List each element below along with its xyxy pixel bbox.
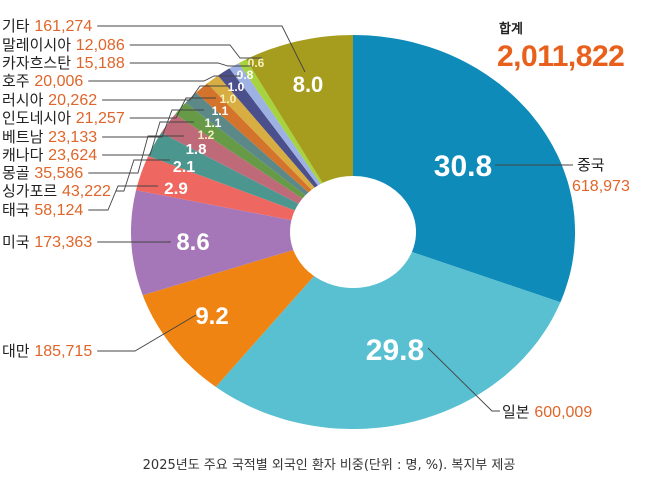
- legend-label-6: 몽골 35,586: [2, 164, 83, 182]
- slice-3: [131, 190, 294, 296]
- country-count: 43,222: [62, 183, 111, 200]
- country-count: 35,586: [34, 165, 83, 182]
- country-name: 중국: [577, 156, 605, 174]
- country-count: 20,006: [34, 73, 83, 90]
- country-count: 600,009: [534, 404, 592, 421]
- leader-line: [88, 75, 240, 82]
- country-count: 23,133: [48, 129, 97, 146]
- slice-9: [196, 83, 312, 193]
- country-name: 미국 173,363: [2, 233, 92, 251]
- legend-label-11: 호주 20,006: [2, 72, 83, 90]
- slice-5: [148, 132, 299, 211]
- country-count: 185,715: [34, 343, 92, 360]
- total-value: 2,011,822: [497, 40, 625, 73]
- country-name: 몽골 35,586: [2, 164, 83, 182]
- leader-line: [115, 159, 170, 192]
- leader-line: [102, 121, 194, 156]
- country-name: 태국 58,124: [2, 201, 83, 219]
- slice-14: [246, 35, 353, 183]
- country-name: 일본 600,009: [502, 403, 592, 421]
- slice-value-label: 1.0: [220, 92, 237, 106]
- leader-line: [102, 109, 204, 138]
- country-name: 러시아 20,262: [2, 91, 97, 109]
- legend-label-3: 미국 173,363: [2, 233, 92, 251]
- country-count: 12,086: [76, 37, 125, 54]
- slice-value-label: 1.8: [186, 141, 207, 158]
- slice-value-label: 2.9: [164, 179, 188, 198]
- slice-value-label: 0.6: [248, 56, 265, 70]
- legend-label-7: 캐나다 23,624: [2, 146, 97, 164]
- country-name: 기타 161,274: [2, 17, 92, 35]
- leader-line: [97, 314, 197, 352]
- country-name: 말레이시아 12,086: [2, 36, 125, 54]
- country-count: 173,363: [34, 234, 92, 251]
- slice-value-label: 8.6: [176, 229, 209, 256]
- country-name: 베트남 23,133: [2, 128, 97, 146]
- leader-line: [129, 44, 262, 59]
- slice-value-label: 29.8: [366, 334, 424, 367]
- country-count: 20,262: [48, 92, 97, 109]
- slice-value-label: 1.1: [212, 104, 229, 118]
- country-name: 캐나다 23,624: [2, 146, 97, 164]
- slice-12: [229, 63, 321, 186]
- leader-line: [97, 241, 171, 243]
- legend-label-2: 대만 185,715: [2, 342, 92, 360]
- leader-line: [88, 135, 184, 174]
- leader-line: [129, 97, 216, 119]
- country-name: 호주 20,006: [2, 72, 83, 90]
- legend-label-5: 싱가포르 43,222: [2, 182, 111, 200]
- legend-label-10: 러시아 20,262: [2, 91, 97, 109]
- slice-1: [215, 252, 561, 429]
- country-count: 618,973: [572, 178, 630, 195]
- legend-label-4: 태국 58,124: [2, 201, 83, 219]
- country-count: 15,188: [76, 55, 125, 72]
- caption: 2025년도 주요 국적별 외국인 환자 비중(단위 : 명, %). 복지부 …: [142, 458, 516, 473]
- leader-line: [88, 185, 158, 211]
- slice-13: [238, 59, 323, 184]
- leader-line: [102, 85, 228, 101]
- legend-label-13: 말레이시아 12,086: [2, 36, 125, 54]
- legend-label-8: 베트남 23,133: [2, 128, 97, 146]
- country-name: 대만 185,715: [2, 342, 92, 360]
- leader-line: [129, 62, 252, 67]
- country-name: 카자흐스탄 15,188: [2, 54, 125, 72]
- country-count: 58,124: [34, 202, 83, 219]
- slice-7: [175, 102, 306, 199]
- slice-10: [207, 75, 315, 190]
- country-name: 인도네시아 21,257: [2, 109, 125, 127]
- slice-value-label: 9.2: [195, 303, 228, 330]
- country-name: 싱가포르 43,222: [2, 182, 111, 200]
- legend-label-9: 인도네시아 21,257: [2, 109, 125, 127]
- country-count: 161,274: [34, 18, 92, 35]
- leader-line: [427, 347, 500, 412]
- slice-value-label: 8.0: [293, 72, 324, 97]
- legend-label-12: 카자흐스탄 15,188: [2, 54, 125, 72]
- legend-label-14: 기타 161,274: [2, 17, 92, 35]
- country-count: 21,257: [76, 110, 125, 127]
- slice-0: [353, 35, 575, 303]
- country-count: 23,624: [48, 147, 97, 164]
- slice-value-label: 1.1: [205, 116, 222, 130]
- slice-8: [185, 92, 309, 196]
- slice-value-label: 1.2: [198, 128, 215, 142]
- slice-6: [161, 114, 303, 204]
- slice-4: [136, 156, 295, 221]
- slice-value-label: 1.0: [228, 80, 245, 94]
- slice-2: [142, 250, 315, 387]
- slice-value-label: 2.1: [173, 159, 195, 176]
- slice-value-label: 30.8: [434, 150, 492, 183]
- leader-line: [97, 25, 306, 73]
- total-label: 합계: [499, 22, 523, 37]
- slice-value-label: 0.8: [237, 68, 254, 82]
- slice-11: [218, 68, 318, 188]
